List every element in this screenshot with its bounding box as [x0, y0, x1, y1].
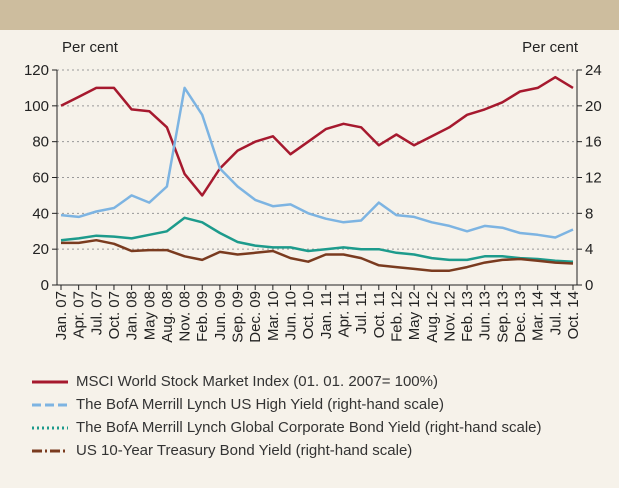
series-line	[60, 86, 574, 239]
x-tick-label: Jul. 07	[88, 291, 105, 335]
x-tick-label: Apr. 11	[335, 291, 352, 337]
x-tick-label: Nov. 12	[441, 291, 458, 342]
y-axis-label: Per cent	[62, 39, 119, 56]
x-tick-label: Jun. 13	[477, 291, 494, 340]
x-tick-label: Oct. 11	[371, 291, 388, 338]
x-tick-label: Dec. 13	[512, 291, 529, 343]
legend-label: The BofA Merrill Lynch Global Corporate …	[76, 419, 542, 436]
y-tick-label: 0	[41, 277, 49, 294]
legend-swatch	[32, 403, 68, 407]
series-line	[61, 238, 574, 272]
x-tick-label: May 08	[141, 291, 158, 340]
legend-item: US 10-Year Treasury Bond Yield (right-ha…	[30, 441, 590, 461]
y2-tick-label: 0	[585, 277, 593, 294]
series-line	[60, 216, 574, 263]
x-tick-label: Mar. 14	[530, 291, 547, 341]
y-tick-label: 60	[32, 170, 49, 187]
y2-tick-label: 16	[585, 134, 602, 151]
x-tick-label: Aug. 08	[159, 291, 176, 343]
legend: MSCI World Stock Market Index (01. 01. 2…	[30, 372, 590, 464]
legend-item: The BofA Merrill Lynch Global Corporate …	[30, 418, 590, 438]
x-tick-label: Aug. 12	[424, 291, 441, 343]
x-tick-label: Feb. 13	[459, 291, 476, 342]
legend-item: The BofA Merrill Lynch US High Yield (ri…	[30, 395, 590, 415]
x-tick-label: May 12	[406, 291, 423, 340]
x-tick-label: Nov. 08	[177, 291, 194, 342]
y2-tick-label: 4	[585, 241, 593, 258]
legend-swatch	[32, 426, 68, 430]
header-band	[0, 0, 619, 30]
legend-label: US 10-Year Treasury Bond Yield (right-ha…	[76, 442, 413, 459]
series-line	[60, 75, 574, 197]
legend-label: MSCI World Stock Market Index (01. 01. 2…	[76, 373, 438, 390]
x-tick-label: Jun. 10	[283, 291, 300, 340]
x-tick-label: Apr. 07	[71, 291, 88, 339]
legend-swatch	[32, 449, 68, 453]
x-tick-label: Feb. 12	[388, 291, 405, 342]
x-tick-label: Jun. 09	[212, 291, 229, 340]
y2-tick-label: 8	[585, 205, 593, 222]
chart: Per cent Per cent 0 20 40 60 80 100 120 0 4 8 12 16…	[24, 39, 602, 343]
x-tick-label: Oct. 10	[300, 291, 317, 339]
y2-tick-label: 20	[585, 98, 602, 115]
y-tick-label: 80	[32, 134, 49, 151]
y-tick-label: 120	[24, 62, 49, 79]
y-tick-label: 100	[24, 98, 49, 115]
x-tick-label: Sep. 09	[230, 291, 247, 343]
y-tick-label: 20	[32, 241, 49, 258]
x-tick-label: Jul. 14	[547, 291, 564, 335]
y2-tick-label: 12	[585, 170, 602, 187]
legend-label: The BofA Merrill Lynch US High Yield (ri…	[76, 396, 444, 413]
y-tick-label: 40	[32, 205, 49, 222]
y2-tick-label: 24	[585, 62, 602, 79]
legend-item: MSCI World Stock Market Index (01. 01. 2…	[30, 372, 590, 392]
x-tick-label: Sep. 13	[494, 291, 511, 343]
x-tick-label: Dec. 09	[247, 291, 264, 343]
x-tick-label: Oct. 14	[565, 291, 582, 339]
x-tick-label: Oct. 07	[106, 291, 123, 339]
x-tick-label: Mar. 10	[265, 291, 282, 341]
y2-axis-label: Per cent	[522, 39, 579, 56]
x-tick-label: Feb. 09	[194, 291, 211, 342]
x-tick-label: Jul. 11	[353, 291, 370, 334]
x-tick-label: Jan. 08	[124, 291, 141, 340]
x-tick-label: Jan. 07	[53, 291, 70, 340]
x-tick-label: Jan. 11	[318, 291, 335, 339]
legend-swatch	[32, 380, 68, 384]
